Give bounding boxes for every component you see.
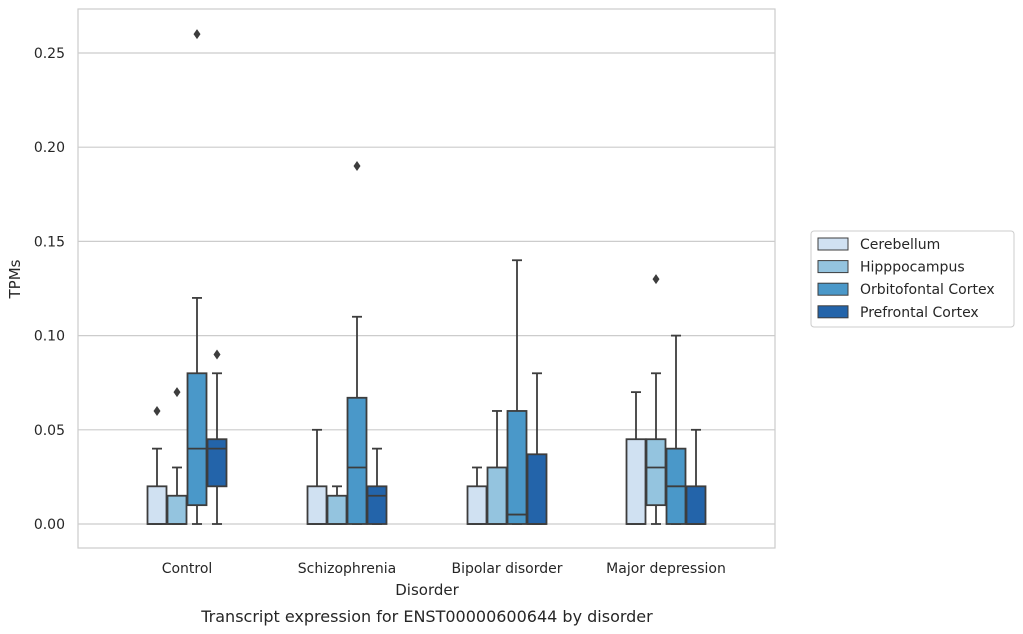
legend-swatch xyxy=(817,282,849,296)
y-tick-label: 0.00 xyxy=(34,517,65,533)
box-1-1 xyxy=(146,405,168,525)
box-body xyxy=(346,396,368,525)
legend-swatch xyxy=(817,237,849,251)
box-4-2 xyxy=(366,447,388,525)
box-2-1 xyxy=(166,387,188,525)
box-body xyxy=(645,438,667,507)
box-groups xyxy=(146,29,707,525)
box-3-4 xyxy=(665,334,687,525)
box-body xyxy=(506,410,528,525)
outlier-point xyxy=(213,349,221,360)
y-tick-label: 0.10 xyxy=(34,329,65,345)
box-body xyxy=(306,485,328,525)
box-body xyxy=(146,485,168,525)
legend: Cerebellum Hipppocampus Orbitofontal Corte… xyxy=(810,230,1015,328)
outlier-point xyxy=(193,29,201,40)
x-axis-title: Disorder xyxy=(395,581,459,599)
box-body xyxy=(326,494,348,525)
box-body xyxy=(486,466,508,525)
box-body xyxy=(625,438,647,525)
box-body xyxy=(526,453,548,525)
x-tick-label: Major depression xyxy=(606,561,726,577)
box-body xyxy=(206,438,228,488)
box-2-4 xyxy=(645,274,667,525)
legend-label: Prefrontal Cortex xyxy=(860,305,979,321)
box-3-1 xyxy=(186,29,208,525)
plot-area-frame xyxy=(77,8,776,549)
y-tick-label: 0.25 xyxy=(34,46,65,62)
box-body xyxy=(186,372,208,507)
outlier-point xyxy=(353,161,361,172)
legend-frame xyxy=(810,230,1015,328)
box-2-2 xyxy=(326,485,348,525)
x-tick-labels: Control Schizophrenia Bipolar disorder Majo… xyxy=(162,561,726,577)
chart-caption: Transcript expression for ENST0000060064… xyxy=(200,607,653,626)
y-tick-label: 0.05 xyxy=(34,423,65,439)
y-tick-labels: 0.00 0.05 0.10 0.15 0.20 0.25 xyxy=(34,46,65,533)
box-4-4 xyxy=(685,428,707,525)
box-body xyxy=(166,494,188,525)
box-4-1 xyxy=(206,349,228,525)
legend-swatch xyxy=(817,260,849,274)
y-tick-label: 0.20 xyxy=(34,140,65,156)
y-axis-title: TPMs xyxy=(6,259,24,299)
outlier-point xyxy=(173,387,181,398)
box-body xyxy=(366,485,388,525)
box-1-3 xyxy=(466,466,488,525)
legend-label: Cerebellum xyxy=(860,237,940,253)
x-tick-label: Control xyxy=(162,561,213,577)
box-3-3 xyxy=(506,259,528,525)
legend-label: Orbitofontal Cortex xyxy=(860,282,995,298)
box-1-4 xyxy=(625,391,647,525)
y-tick-label: 0.15 xyxy=(34,234,65,250)
legend-swatch xyxy=(817,305,849,319)
box-4-3 xyxy=(526,372,548,525)
box-2-3 xyxy=(486,410,508,525)
box-1-2 xyxy=(306,428,328,525)
outlier-point xyxy=(652,274,660,285)
legend-label: Hipppocampus xyxy=(860,260,965,276)
outlier-point xyxy=(153,405,161,416)
x-tick-label: Bipolar disorder xyxy=(451,561,562,577)
box-body xyxy=(466,485,488,525)
box-3-2 xyxy=(346,161,368,525)
x-tick-label: Schizophrenia xyxy=(298,561,396,577)
box-body xyxy=(685,485,707,525)
